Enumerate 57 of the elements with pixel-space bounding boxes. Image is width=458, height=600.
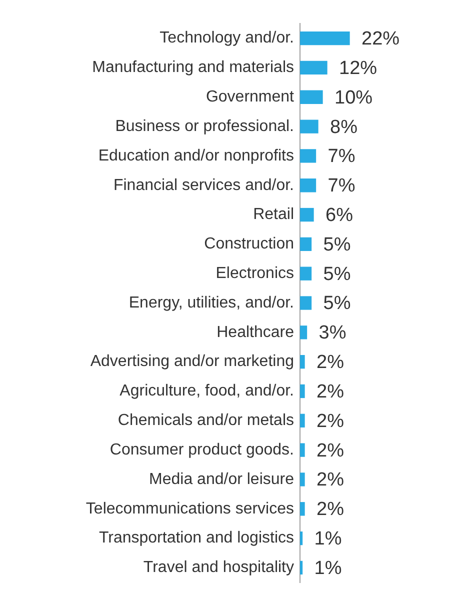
- data-label: 8%: [330, 116, 358, 138]
- bar: [300, 266, 312, 280]
- y-tick-label: Chemicals and/or metals: [118, 412, 294, 430]
- data-label: 12%: [339, 58, 378, 79]
- bar: [300, 414, 305, 428]
- data-label: 2%: [316, 440, 344, 462]
- bar: [300, 60, 328, 75]
- y-tick-label: Retail: [253, 206, 294, 224]
- y-tick-label: Financial services and/or.: [113, 176, 294, 194]
- data-label: 1%: [314, 558, 342, 579]
- y-tick-label: Consumer product goods.: [110, 441, 294, 458]
- data-label: 5%: [323, 234, 351, 256]
- data-label: 10%: [334, 87, 373, 108]
- y-tick-label: Media and/or leisure: [149, 470, 294, 488]
- y-tick-label: Manufacturing and materials: [92, 59, 294, 76]
- bar: [300, 326, 308, 340]
- bar: [300, 120, 318, 134]
- y-tick-label: Government: [206, 88, 295, 106]
- bar: [300, 208, 314, 222]
- bar: [300, 237, 312, 252]
- data-label: 1%: [314, 528, 342, 550]
- data-label: 2%: [316, 499, 344, 520]
- data-label: 5%: [323, 264, 351, 285]
- y-tick-label: Education and/or nonprofits: [98, 147, 294, 164]
- y-tick-label: Advertising and/or marketing: [90, 353, 294, 370]
- y-tick-label: Business or professional.: [115, 118, 294, 135]
- data-label: 2%: [316, 381, 344, 402]
- bar: [300, 472, 305, 486]
- bar: [300, 31, 350, 46]
- bar: [300, 384, 305, 398]
- bar: [300, 178, 316, 192]
- data-label: 2%: [316, 352, 344, 374]
- y-tick-label: Travel and hospitality: [143, 559, 294, 576]
- data-label: 6%: [326, 205, 354, 226]
- bar: [300, 149, 316, 163]
- bar: [300, 560, 303, 575]
- bar: [300, 90, 323, 104]
- y-tick-label: Construction: [204, 236, 294, 253]
- y-tick-label: Telecommunications services: [86, 500, 294, 518]
- data-label: 2%: [316, 410, 344, 432]
- y-tick-label: Transportation and logistics: [98, 530, 294, 547]
- data-label: 22%: [362, 28, 400, 50]
- bar: [300, 354, 305, 369]
- y-tick-label: Electronics: [216, 264, 294, 282]
- data-label: 2%: [316, 470, 344, 491]
- data-label: 5%: [323, 293, 351, 314]
- data-label: 7%: [328, 146, 356, 168]
- y-tick-label: Healthcare: [216, 324, 294, 341]
- data-label: 7%: [328, 176, 356, 197]
- bar: [300, 531, 303, 546]
- data-label: 3%: [318, 322, 346, 344]
- bar: [300, 502, 305, 516]
- y-tick-label: Agriculture, food, and/or.: [120, 382, 294, 400]
- bar: [300, 443, 305, 457]
- bar: [300, 296, 312, 310]
- y-tick-label: Energy, utilities, and/or.: [128, 294, 294, 312]
- y-tick-label: Technology and/or.: [160, 30, 294, 47]
